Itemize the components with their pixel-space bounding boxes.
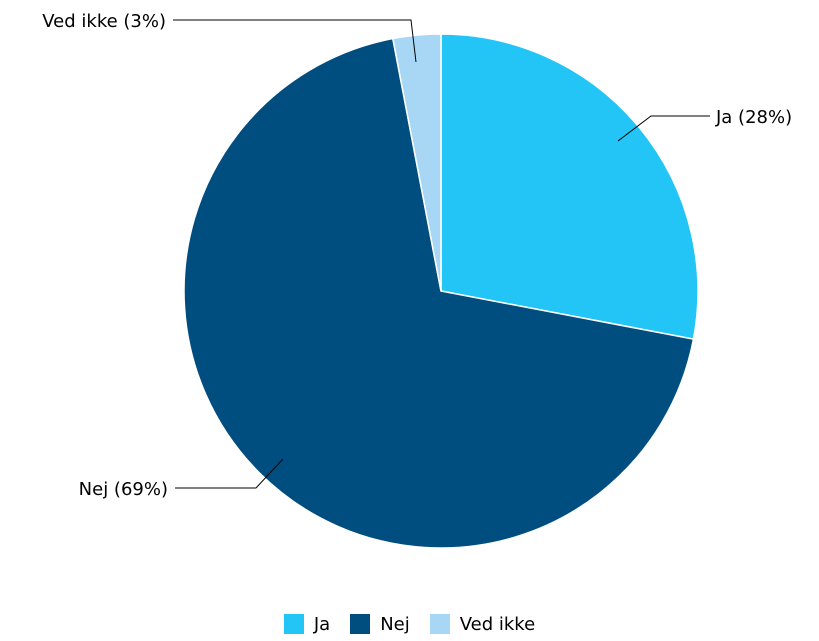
legend-item-ja: Ja [283, 613, 331, 635]
leader-line-ved-ikke [173, 19, 417, 63]
legend-swatch-nej [350, 614, 371, 634]
leader-line-ja [617, 115, 710, 142]
chart-legend: Ja Nej Ved ikke [0, 612, 819, 636]
legend-label-nej: Nej [380, 613, 410, 635]
slice-label-ved-ikke: Ved ikke (3%) [42, 11, 166, 32]
legend-swatch-ja [283, 614, 304, 634]
pie-slice-nej [183, 37, 695, 549]
pie-slice-ved-ikke [391, 33, 442, 292]
legend-swatch-ved-ikke [429, 614, 450, 634]
legend-item-nej: Nej [350, 614, 410, 635]
slice-label-ja: Ja (28%) [715, 107, 792, 128]
slice-label-nej: Nej (69%) [79, 479, 168, 500]
legend-item-ved-ikke: Ved ikke [429, 613, 536, 635]
leader-line-nej [175, 458, 284, 489]
legend-label-ja: Ja [313, 613, 331, 635]
pie-slice-ja [440, 33, 699, 341]
legend-label-ved-ikke: Ved ikke [459, 613, 536, 635]
